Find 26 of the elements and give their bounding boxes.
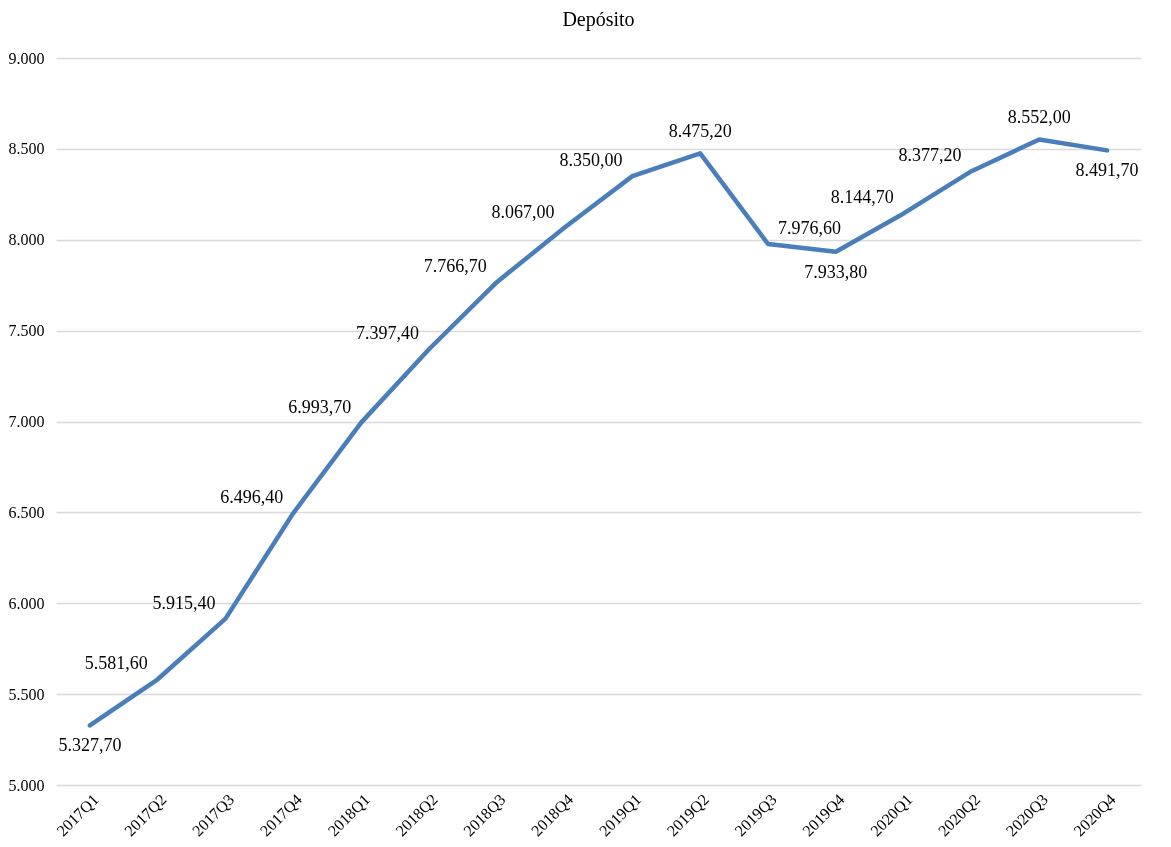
y-tick-label: 7.000: [8, 413, 45, 430]
data-label: 8.475,20: [668, 121, 732, 142]
y-tick-label: 5.000: [8, 776, 45, 794]
y-tick-label: 9.000: [8, 49, 45, 67]
data-label: 8.067,00: [491, 201, 555, 222]
data-label: 5.915,40: [152, 592, 216, 613]
y-tick-label: 8.000: [8, 231, 45, 249]
data-label: 8.552,00: [1007, 107, 1071, 128]
data-label: 8.491,70: [1075, 160, 1139, 181]
data-label: 7.766,70: [423, 256, 487, 277]
data-label: 8.144,70: [830, 187, 894, 208]
data-label: 6.993,70: [288, 396, 352, 417]
y-tick-label: 7.500: [8, 322, 45, 340]
data-label: 8.350,00: [559, 150, 623, 171]
y-tick-label: 6.500: [8, 503, 45, 521]
data-label: 7.397,40: [355, 323, 419, 344]
y-tick-label: 8.500: [8, 140, 45, 158]
chart-title: Depósito: [562, 8, 635, 31]
data-label: 5.581,60: [84, 653, 148, 674]
data-label: 5.327,70: [58, 735, 122, 756]
y-tick-label: 5.500: [8, 685, 45, 703]
data-label: 7.933,80: [804, 261, 868, 282]
data-label: 7.976,60: [778, 218, 842, 238]
y-tick-label: 6.000: [8, 594, 45, 612]
data-label: 6.496,40: [220, 487, 284, 508]
data-label: 8.377,20: [898, 145, 962, 166]
